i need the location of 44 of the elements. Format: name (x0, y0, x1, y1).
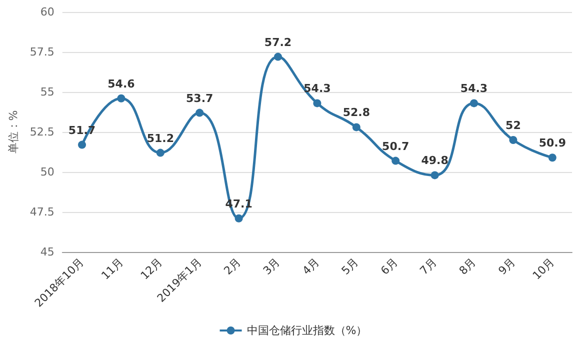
point (313, 99, 322, 108)
y-tick-label: 50 (40, 166, 54, 178)
point (196, 108, 204, 117)
data-label: 54.3 (304, 82, 331, 96)
point (509, 136, 518, 144)
data-label: 54.3 (460, 82, 488, 96)
data-label: 52 (506, 119, 521, 132)
legend-label: 中国仓储行业指数（%） (246, 324, 368, 337)
data-label: 54.6 (108, 77, 136, 90)
x-tick-label: 3月 (260, 255, 283, 278)
point (430, 171, 439, 180)
data-label: 57.2 (264, 36, 292, 49)
x-tick-label: 10月 (530, 255, 557, 282)
y-tick-label: 52.5 (30, 126, 54, 138)
y-axis-title: 单位：% (7, 110, 20, 154)
point (392, 156, 400, 165)
point (274, 52, 282, 61)
x-tick-label: 2月 (221, 255, 244, 278)
y-tick-label: 47.5 (30, 206, 54, 218)
data-label: 49.8 (421, 154, 448, 168)
data-label: 52.8 (342, 106, 370, 120)
point (156, 148, 164, 157)
x-tick-label: 9月 (496, 255, 518, 278)
data-label: 50.7 (382, 140, 410, 153)
data-label: 53.7 (186, 92, 214, 105)
point (117, 94, 126, 102)
point (352, 123, 360, 132)
x-tick-label: 12月 (138, 255, 165, 282)
x-tick-label: 6月 (378, 255, 400, 278)
y-tick-label: 45 (40, 246, 54, 258)
x-tick-label: 8月 (456, 255, 479, 278)
y-tick-label: 57.5 (30, 46, 54, 58)
data-label: 51.2 (146, 132, 174, 145)
data-label: 50.9 (538, 136, 566, 150)
y-tick-label: 60 (40, 6, 54, 18)
point (234, 214, 243, 222)
x-tick-label: 5月 (339, 255, 361, 278)
point (470, 99, 478, 108)
point (78, 140, 86, 149)
y-tick-label: 55 (40, 86, 54, 98)
x-tick-label: 11月 (98, 255, 126, 282)
point (548, 154, 556, 162)
x-tick-label: 7月 (417, 255, 440, 278)
x-tick-label: 4月 (300, 255, 322, 278)
